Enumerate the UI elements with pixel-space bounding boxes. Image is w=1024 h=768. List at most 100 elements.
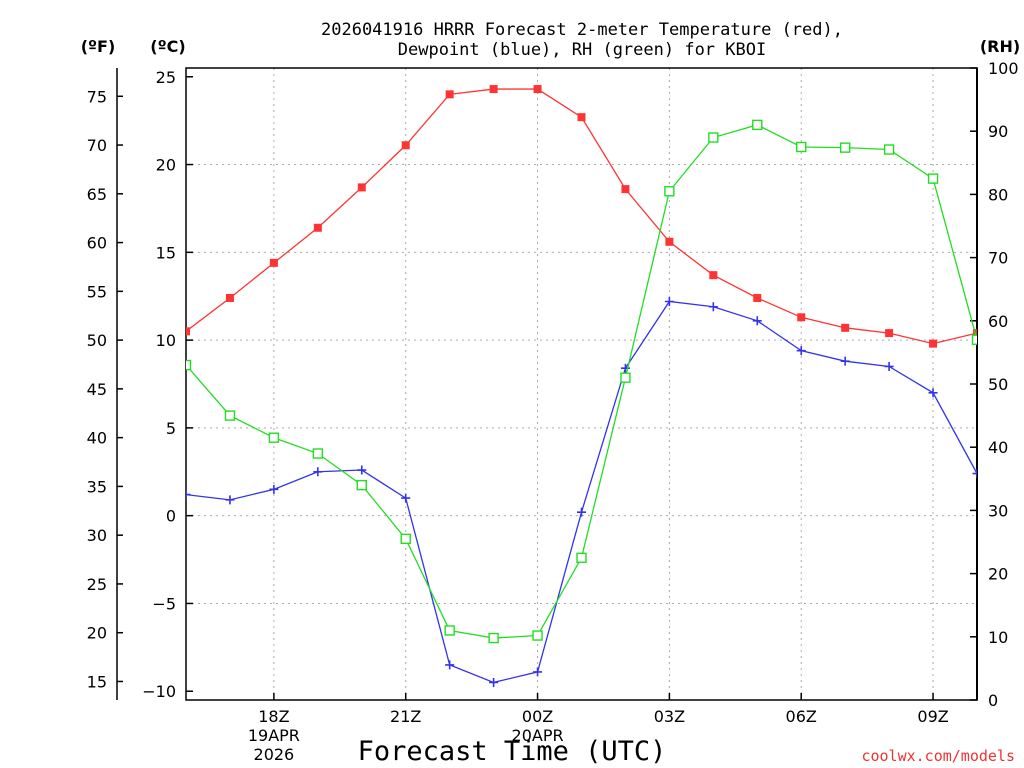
rh-point xyxy=(444,625,455,636)
series-line-dewpoint xyxy=(186,300,977,684)
series-line-temperature xyxy=(186,88,977,345)
fahrenheit-tick-label: 20 xyxy=(87,624,107,643)
celsius-tick-label: 5 xyxy=(166,419,176,438)
fahrenheit-tick-label: 35 xyxy=(87,477,107,496)
dewpoint-point xyxy=(664,296,674,306)
temperature-point xyxy=(357,183,366,192)
dewpoint-point xyxy=(928,388,938,398)
rh-point xyxy=(356,479,367,491)
rh-unit-label: (RH) xyxy=(980,37,1020,56)
rh-point xyxy=(488,632,499,644)
fahrenheit-tick-label: 25 xyxy=(87,575,107,594)
dewpoint-point xyxy=(884,361,894,371)
x-tick-label: 06Z xyxy=(786,707,817,726)
rh-point xyxy=(927,173,939,184)
fahrenheit-tick-label: 30 xyxy=(87,526,107,545)
temperature-point xyxy=(577,113,586,122)
fahrenheit-tick-label: 70 xyxy=(87,136,107,155)
rh-tick-label: 30 xyxy=(988,501,1008,520)
x-tick-label: 09Z xyxy=(917,707,948,726)
celsius-tick-label: 0 xyxy=(166,507,176,526)
rh-point xyxy=(268,432,280,443)
dewpoint-point xyxy=(489,677,499,687)
rh-point xyxy=(620,372,631,383)
dewpoint-point xyxy=(796,346,806,356)
rh-point xyxy=(186,359,192,371)
series-temperature xyxy=(186,85,977,348)
rh-tick-label: 100 xyxy=(988,59,1019,78)
temperature-point xyxy=(186,327,190,336)
x-tick-label: 00Z xyxy=(522,707,553,726)
temperature-point xyxy=(533,85,542,94)
grid-lines xyxy=(186,68,977,700)
dewpoint-point xyxy=(313,467,323,477)
x-tick-sublabel-date: 19APR xyxy=(248,726,300,745)
credit-text: coolwx.com/models xyxy=(861,747,1015,765)
dewpoint-point xyxy=(533,667,543,677)
temperature-point xyxy=(445,90,454,99)
fahrenheit-tick-label: 50 xyxy=(87,331,107,350)
rh-tick-label: 50 xyxy=(988,375,1008,394)
dewpoint-point xyxy=(445,660,455,670)
celsius-tick-label: 10 xyxy=(156,331,176,350)
rh-point xyxy=(664,186,675,197)
fahrenheit-tick-label: 65 xyxy=(87,185,107,204)
rh-point xyxy=(532,630,543,641)
x-tick-label: 03Z xyxy=(654,707,685,726)
rh-point xyxy=(971,334,977,345)
temperature-point xyxy=(665,237,674,246)
temperature-point xyxy=(797,313,806,322)
fahrenheit-tick-label: 55 xyxy=(87,282,107,301)
rh-point xyxy=(839,142,851,153)
celsius-tick-label: 25 xyxy=(156,68,176,87)
rh-tick-label: 80 xyxy=(988,185,1008,204)
fahrenheit-tick-label: 60 xyxy=(87,234,107,253)
x-tick-sublabel-date: 20APR xyxy=(512,726,564,745)
rh-point xyxy=(312,448,324,459)
x-axis-title: Forecast Time (UTC) xyxy=(358,736,667,767)
dewpoint-point xyxy=(972,469,977,479)
rh-point xyxy=(796,141,807,153)
rh-tick-label: 60 xyxy=(988,312,1008,331)
axes: 757065605550454035302520152520151050−5−1… xyxy=(87,59,1019,764)
temperature-point xyxy=(313,223,322,232)
celsius-tick-label: 15 xyxy=(156,243,176,262)
plot-frame xyxy=(185,67,978,701)
chart-title-line1: 2026041916 HRRR Forecast 2-meter Tempera… xyxy=(321,20,843,40)
celsius-tick-label: −5 xyxy=(152,594,176,613)
temperature-point xyxy=(225,293,234,302)
dewpoint-point xyxy=(708,302,718,312)
fahrenheit-unit-label: (ºF) xyxy=(81,37,116,56)
rh-point xyxy=(400,533,411,545)
series-layer xyxy=(186,85,977,687)
rh-tick-label: 90 xyxy=(988,122,1008,141)
rh-tick-label: 0 xyxy=(988,691,998,710)
celsius-unit-label: (ºC) xyxy=(150,37,185,56)
celsius-tick-label: −10 xyxy=(142,682,176,701)
dewpoint-point xyxy=(401,493,411,503)
rh-point xyxy=(708,132,719,143)
temperature-point xyxy=(709,271,718,280)
fahrenheit-tick-label: 45 xyxy=(87,380,107,399)
fahrenheit-tick-label: 40 xyxy=(87,429,107,448)
rh-tick-label: 70 xyxy=(988,249,1008,268)
dewpoint-point xyxy=(840,356,850,366)
temperature-point xyxy=(841,323,850,332)
temperature-point xyxy=(885,329,894,338)
temperature-point xyxy=(621,185,630,194)
chart-title-line2: Dewpoint (blue), RH (green) for KBOI xyxy=(398,40,766,60)
dewpoint-point xyxy=(620,363,630,373)
fahrenheit-tick-label: 15 xyxy=(87,672,107,691)
temperature-point xyxy=(269,258,278,267)
series-dewpoint xyxy=(186,296,977,687)
rh-point xyxy=(883,144,895,155)
temperature-point xyxy=(753,293,762,302)
temperature-point xyxy=(929,339,938,348)
series-rh xyxy=(186,119,977,644)
dewpoint-point xyxy=(577,507,586,517)
temperature-point xyxy=(489,85,498,94)
x-tick-sublabel-year: 2026 xyxy=(254,745,295,764)
rh-point xyxy=(752,119,763,131)
temperature-point xyxy=(401,141,410,150)
